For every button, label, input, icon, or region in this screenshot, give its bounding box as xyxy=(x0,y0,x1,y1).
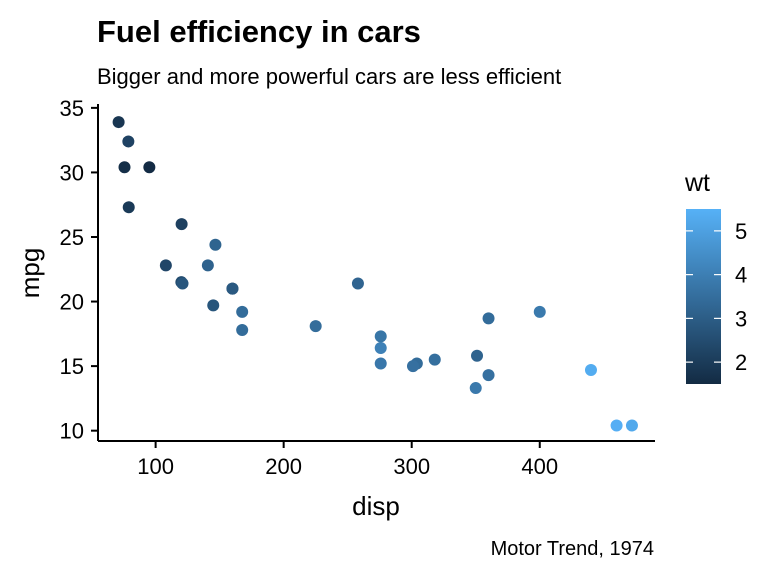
data-point xyxy=(309,320,322,333)
data-point xyxy=(482,312,495,325)
data-point xyxy=(176,277,189,290)
data-point xyxy=(374,357,387,370)
data-point xyxy=(625,419,638,432)
data-point xyxy=(471,349,484,362)
legend-ticks: 2 3 4 5 xyxy=(686,219,747,375)
x-tick-label: 300 xyxy=(393,454,430,479)
data-point xyxy=(122,201,135,214)
y-axis-label: mpg xyxy=(15,248,45,299)
chart-subtitle: Bigger and more powerful cars are less e… xyxy=(97,64,561,89)
y-tick-label: 10 xyxy=(60,419,84,444)
data-point xyxy=(482,369,495,382)
chart-title: Fuel efficiency in cars xyxy=(97,14,421,49)
color-legend-bar xyxy=(686,209,721,384)
y-tick-label: 20 xyxy=(60,290,84,315)
data-point xyxy=(143,161,156,174)
data-point xyxy=(533,305,546,318)
data-point xyxy=(374,330,387,343)
data-point xyxy=(469,382,482,395)
data-point xyxy=(584,363,597,376)
legend-tick-label: 2 xyxy=(735,350,747,375)
data-point xyxy=(118,161,131,174)
data-point xyxy=(112,116,125,129)
chart-caption: Motor Trend, 1974 xyxy=(491,538,654,560)
y-tick-label: 30 xyxy=(60,160,84,185)
y-ticks: 10 15 20 25 30 35 xyxy=(60,96,98,444)
x-tick-label: 200 xyxy=(265,454,302,479)
data-point xyxy=(209,238,222,251)
x-ticks: 100 200 300 400 xyxy=(137,441,558,479)
data-point xyxy=(201,259,214,272)
data-point xyxy=(351,277,364,290)
points-layer xyxy=(112,116,638,432)
data-point xyxy=(226,282,239,295)
legend-tick-label: 3 xyxy=(735,306,747,331)
data-point xyxy=(175,218,188,231)
data-point xyxy=(207,299,220,312)
legend-title: wt xyxy=(684,169,710,197)
x-tick-label: 400 xyxy=(521,454,558,479)
y-tick-label: 35 xyxy=(60,96,84,121)
legend-tick-label: 4 xyxy=(735,263,747,288)
x-tick-label: 100 xyxy=(137,454,174,479)
data-point xyxy=(236,305,249,318)
data-point xyxy=(610,419,623,432)
data-point xyxy=(159,259,172,272)
data-point xyxy=(122,135,135,148)
y-tick-label: 15 xyxy=(60,354,84,379)
y-tick-label: 25 xyxy=(60,225,84,250)
x-axis-label: disp xyxy=(352,491,400,521)
data-point xyxy=(236,323,249,336)
data-point xyxy=(406,360,419,373)
data-point xyxy=(374,342,387,355)
data-point xyxy=(428,353,441,366)
legend-tick-label: 5 xyxy=(735,219,747,244)
